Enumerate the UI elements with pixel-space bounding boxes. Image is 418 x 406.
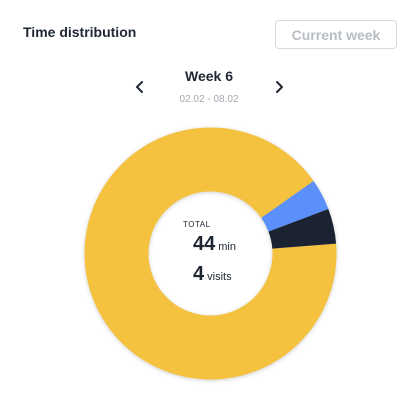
donut-slice-1 — [84, 127, 337, 380]
week-label: Week 6 — [185, 68, 233, 84]
total-visits: 4 visits — [193, 263, 232, 286]
time-distribution-donut-chart — [84, 127, 337, 380]
total-minutes: 44 min — [193, 233, 236, 256]
minutes-value: 44 — [193, 233, 216, 255]
minutes-unit: min — [218, 241, 236, 253]
total-label: TOTAL — [183, 220, 211, 229]
next-week-button[interactable] — [268, 76, 290, 98]
donut-slice-2 — [261, 181, 329, 232]
visits-value: 4 — [193, 263, 205, 285]
week-date-range: 02.02 - 08.02 — [179, 94, 239, 105]
visits-unit: visits — [207, 271, 232, 283]
previous-week-button[interactable] — [129, 76, 151, 98]
current-week-button[interactable]: Current week — [275, 20, 397, 49]
donut-center-summary: TOTAL 44 min 4 visits — [160, 212, 260, 292]
donut-slice-3 — [268, 208, 337, 249]
chevron-left-icon — [136, 81, 143, 93]
panel-title: Time distribution — [23, 24, 137, 40]
chevron-right-icon — [276, 81, 283, 93]
